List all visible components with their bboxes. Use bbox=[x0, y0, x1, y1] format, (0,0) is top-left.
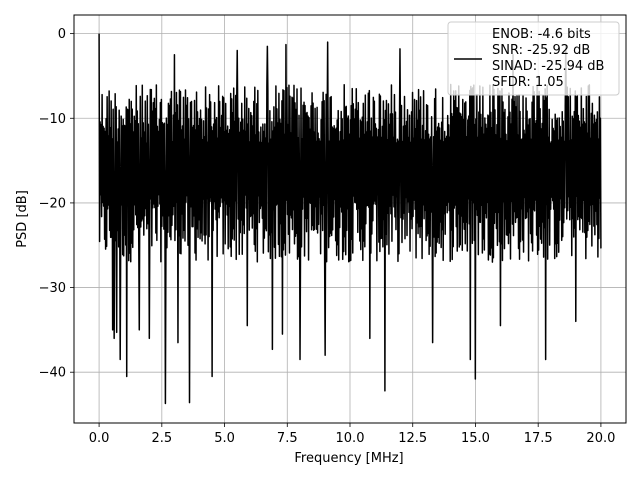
x-tick-label: 2.5 bbox=[151, 431, 172, 446]
x-tick-label: 17.5 bbox=[524, 431, 553, 446]
legend: ENOB: -4.6 bits SNR: -25.92 dB SINAD: -25.… bbox=[447, 21, 620, 96]
x-tick-label: 20.0 bbox=[586, 431, 615, 446]
plot-area bbox=[98, 33, 602, 405]
psd-series-line bbox=[98, 33, 602, 405]
x-tick-label: 7.5 bbox=[277, 431, 298, 446]
legend-line-4: SFDR: 1.05 bbox=[492, 75, 564, 90]
legend-line-1: ENOB: -4.6 bits bbox=[492, 27, 591, 42]
legend-label: ENOB: -4.6 bits SNR: -25.92 dB SINAD: -25.… bbox=[492, 27, 604, 90]
x-tick-label: 15.0 bbox=[461, 431, 490, 446]
x-tick-label: 10.0 bbox=[336, 431, 365, 446]
y-tick-label: −20 bbox=[39, 196, 66, 211]
x-axis-label: Frequency [MHz] bbox=[294, 451, 403, 466]
y-tick-label: −10 bbox=[39, 112, 66, 127]
legend-line-3: SINAD: -25.94 dB bbox=[492, 59, 604, 74]
legend-line-2: SNR: -25.92 dB bbox=[492, 43, 590, 58]
y-axis-label: PSD [dB] bbox=[15, 190, 30, 248]
x-tick-label: 5.0 bbox=[214, 431, 235, 446]
legend-box bbox=[447, 21, 620, 96]
y-tick-label: −40 bbox=[39, 366, 66, 381]
y-tick-label: 0 bbox=[58, 27, 66, 42]
y-tick-label: −30 bbox=[39, 281, 66, 296]
x-tick-label: 12.5 bbox=[398, 431, 427, 446]
x-tick-label: 0.0 bbox=[89, 431, 110, 446]
x-axis: 0.0 2.5 5.0 7.5 10.0 12.5 15.0 17.5 20.0 bbox=[89, 423, 615, 446]
y-axis: 0 −10 −20 −30 −40 bbox=[39, 27, 74, 381]
